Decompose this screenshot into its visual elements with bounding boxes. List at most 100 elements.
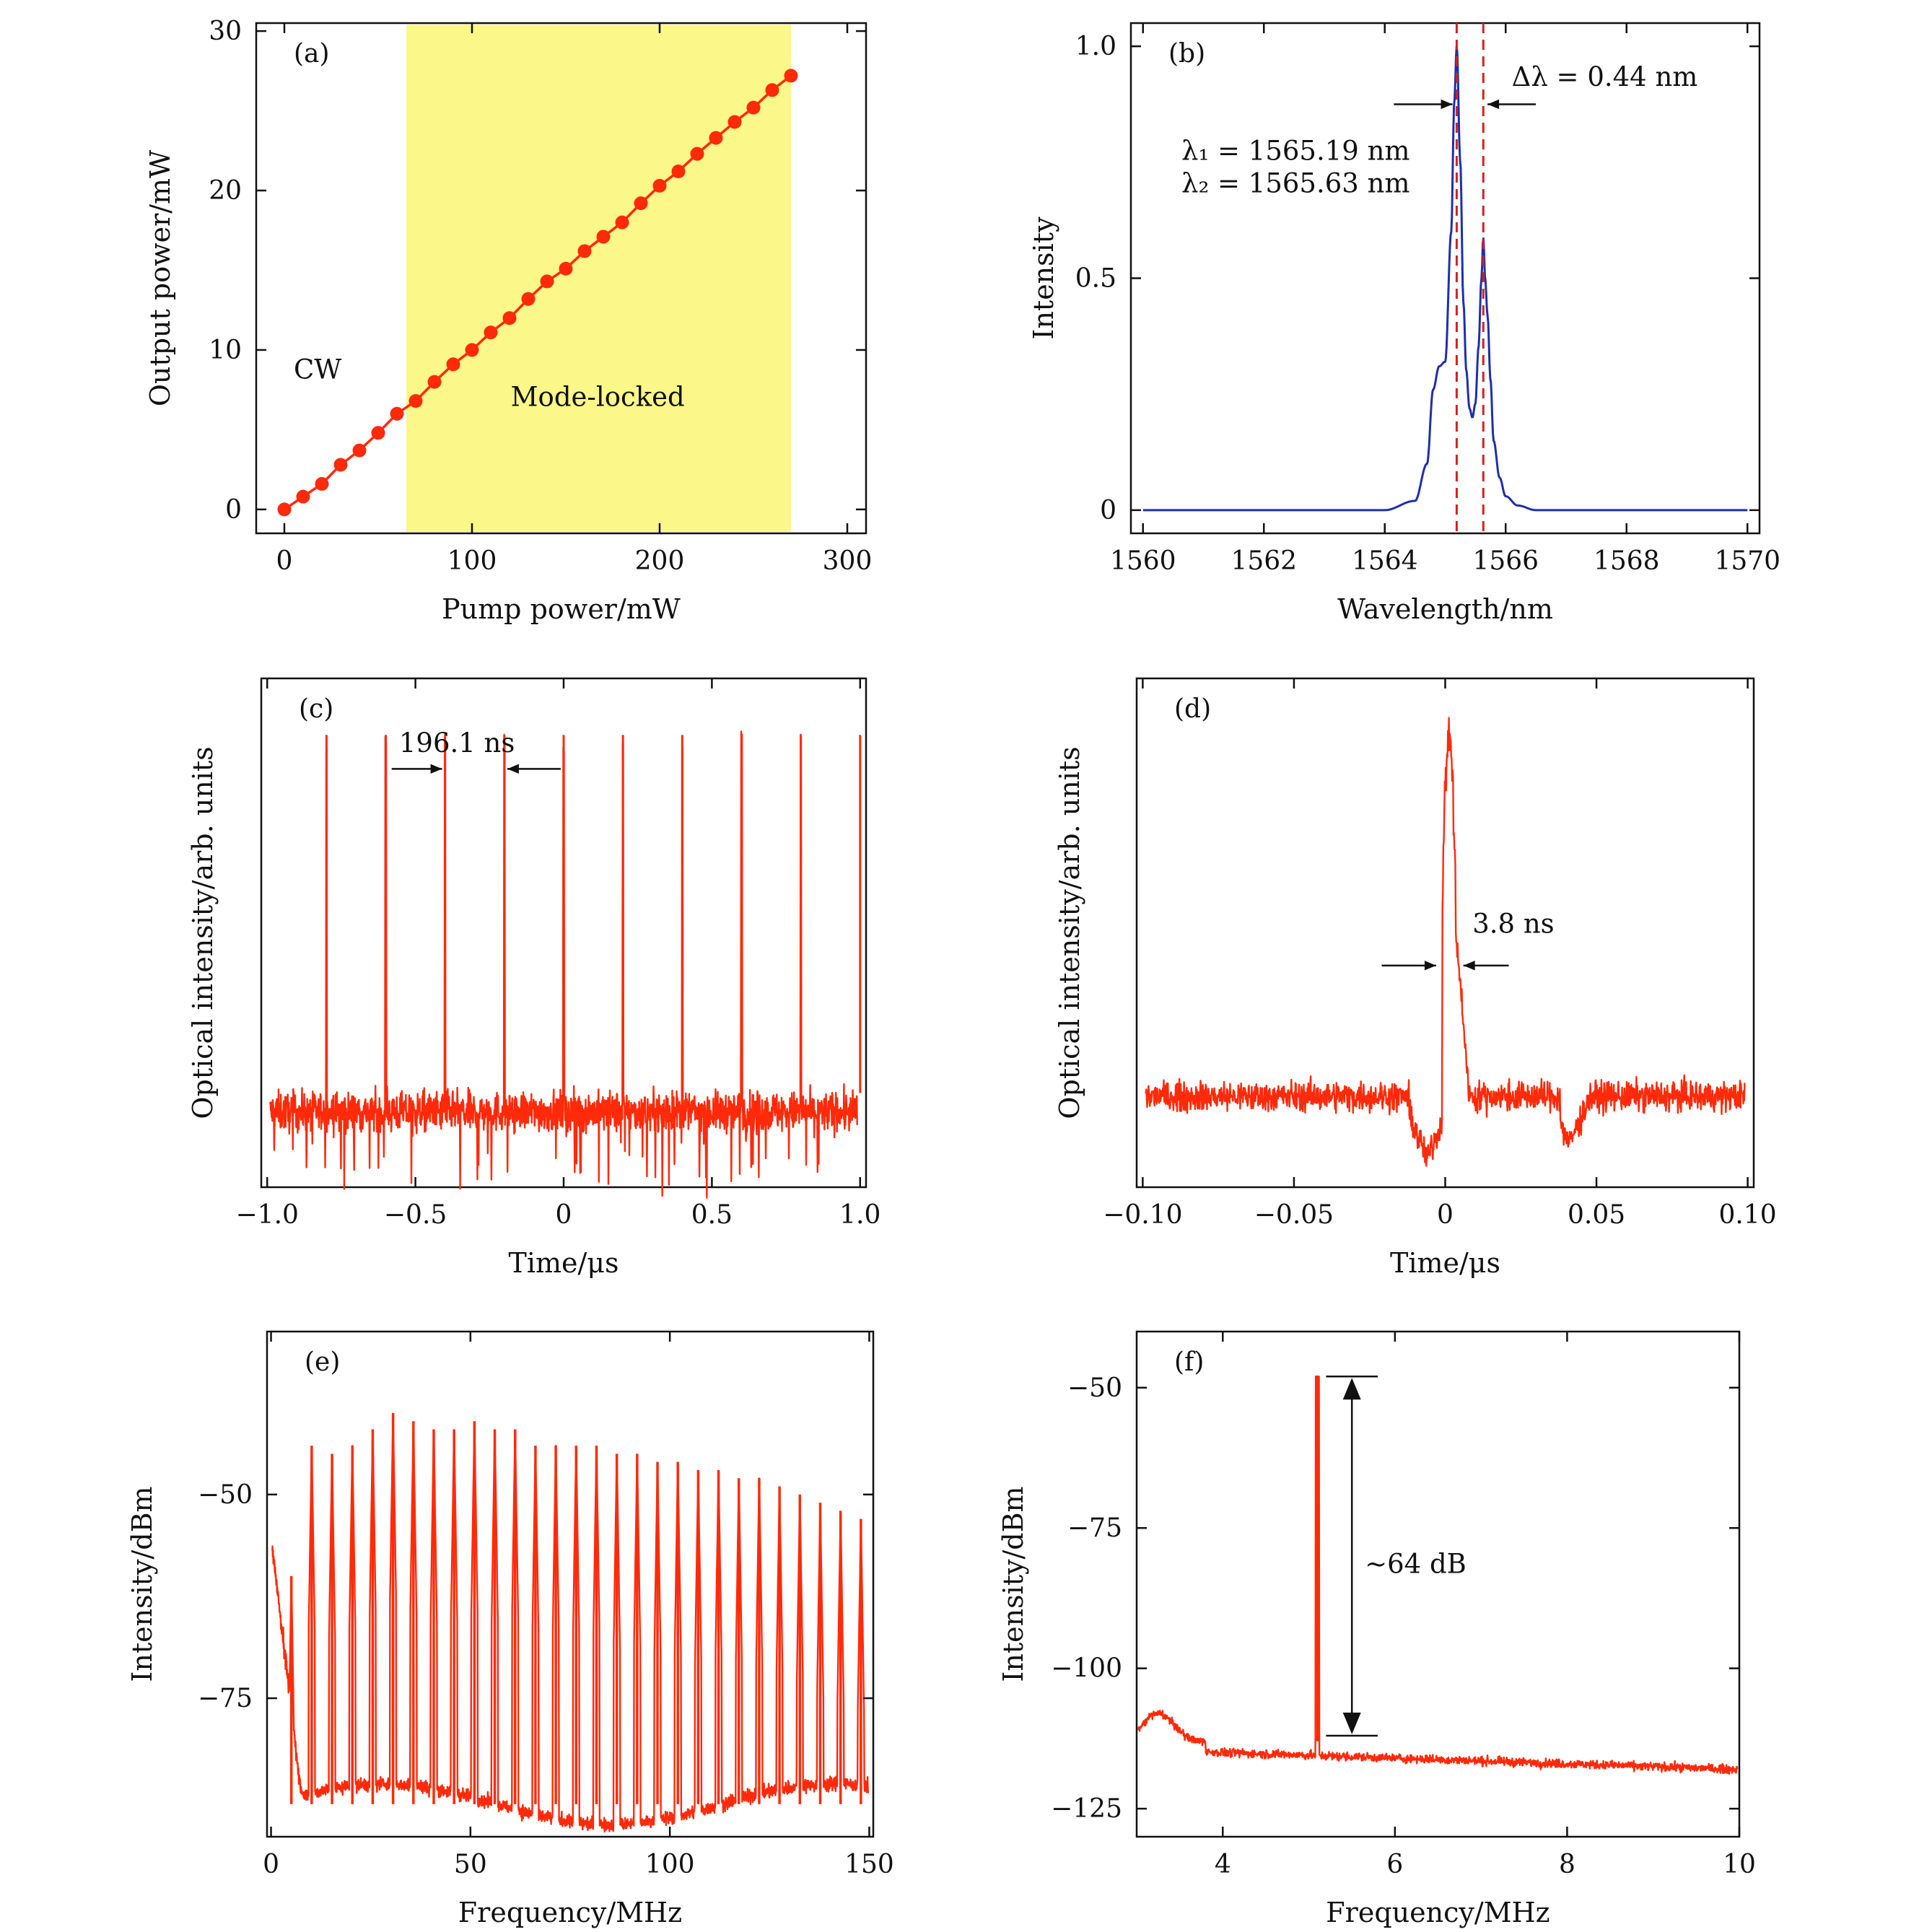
x-tick-label: 0.5 [691, 1200, 733, 1230]
x-axis-label: Wavelength/nm [1337, 593, 1553, 625]
data-point [615, 215, 629, 230]
x-tick-label: −0.05 [1254, 1200, 1334, 1230]
data-point [465, 343, 479, 357]
rf-fundamental-line [1137, 1375, 1739, 1775]
data-point [408, 394, 423, 408]
data-point [333, 458, 348, 472]
plot-frame [1135, 1330, 1741, 1838]
panel-d: −0.10 −0.05 0 0.05 0.10 Time/μs Optical intens… [1054, 677, 1777, 1279]
delta-lambda-label: Δλ = 0.44 nm [1512, 61, 1698, 92]
data-point [352, 443, 367, 458]
lambda2-label: λ₂ = 1565.63 nm [1181, 168, 1410, 199]
data-point [521, 292, 536, 306]
y-tick-label: −50 [198, 1480, 253, 1510]
x-axis-label: Frequency/MHz [1326, 1897, 1549, 1928]
output-power-line [284, 74, 792, 511]
x-tick-label: −0.5 [384, 1200, 447, 1230]
x-tick-label: 1566 [1472, 546, 1539, 576]
arrow-head [1424, 961, 1436, 971]
width-label: 3.8 ns [1472, 909, 1554, 940]
y-tick-label: −100 [1051, 1654, 1122, 1684]
x-tick-label: 0 [276, 546, 293, 576]
panel-label: (e) [305, 1347, 340, 1377]
panel-f: 4 6 8 10 −50 −75 −100 −125 Frequency/MHz Intensit… [997, 1330, 1756, 1928]
x-tick-label: 10 [1723, 1850, 1756, 1879]
panel-label: (d) [1174, 694, 1211, 724]
y-tick-label: 10 [209, 336, 242, 365]
data-point [502, 311, 517, 325]
data-point [727, 115, 742, 129]
x-tick-label: 1560 [1110, 546, 1176, 576]
data-point [596, 230, 611, 244]
y-tick-label: 0 [225, 495, 242, 525]
data-point [577, 244, 592, 258]
x-axis-label: Pump power/mW [442, 593, 681, 625]
x-tick-label: 6 [1386, 1850, 1403, 1879]
data-point [690, 147, 704, 161]
x-tick-label: 0 [263, 1850, 279, 1879]
x-tick-label: 0.10 [1719, 1200, 1777, 1230]
arrow-head [1342, 1378, 1361, 1400]
x-tick-label: 0.05 [1568, 1200, 1625, 1230]
panel-a: 0 100 200 300 0 10 20 30 Pump power/mW Output pow… [144, 17, 872, 625]
x-tick-label: 300 [823, 546, 873, 576]
x-tick-label: 150 [844, 1850, 894, 1879]
panel-e: 0 50 100 150 −50 −75 Frequency/MHz Intensity/dB… [126, 1330, 894, 1928]
mode-locked-label: Mode-locked [511, 381, 685, 412]
y-tick-label: 1.0 [1075, 32, 1116, 61]
x-tick-label: −1.0 [236, 1200, 299, 1230]
x-tick-label: 0 [1437, 1200, 1454, 1230]
x-axis-label: Frequency/MHz [458, 1897, 682, 1928]
panel-label: (b) [1168, 39, 1205, 69]
panel-label: (c) [299, 694, 333, 724]
snr-label: ∼64 dB [1365, 1548, 1467, 1579]
data-point [559, 261, 573, 276]
y-axis-label: Output power/mW [144, 150, 176, 406]
y-tick-label: −75 [198, 1684, 253, 1713]
y-axis-label: Intensity/dBm [126, 1486, 158, 1682]
panel-label: (a) [294, 39, 330, 69]
data-point [446, 357, 460, 372]
data-point [296, 489, 310, 504]
data-point [746, 100, 761, 115]
arrow-head [1487, 99, 1500, 110]
data-point [765, 83, 779, 97]
mode-locked-region [406, 25, 791, 532]
data-point [709, 131, 723, 145]
x-tick-label: −0.10 [1103, 1200, 1182, 1230]
plot-frame [1135, 677, 1755, 1189]
panel-c: −1.0 −0.5 0 0.5 1.0 Time/μs Optical intensity/… [187, 677, 880, 1279]
y-axis-label: Intensity/dBm [997, 1486, 1029, 1682]
data-point [634, 196, 648, 211]
arrow-head [1463, 961, 1475, 971]
single-pulse-line [1145, 717, 1746, 1167]
lambda1-label: λ₁ = 1565.19 nm [1181, 136, 1410, 167]
arrow-head [430, 764, 442, 774]
x-tick-label: 1562 [1231, 546, 1297, 576]
y-tick-label: 0.5 [1075, 264, 1116, 294]
y-tick-label: 20 [209, 176, 242, 206]
period-label: 196.1 ns [399, 727, 515, 759]
arrow-head [1441, 99, 1453, 110]
data-point [427, 375, 442, 389]
plot-frame [1129, 22, 1761, 535]
x-tick-label: 100 [645, 1850, 695, 1879]
x-tick-label: 1568 [1594, 546, 1660, 576]
x-axis-label: Time/μs [508, 1247, 618, 1279]
data-point [671, 164, 686, 178]
y-axis-label: Optical intensity/arb. units [1054, 746, 1085, 1119]
data-point [390, 406, 404, 421]
panel-b: 1560 1562 1564 1566 1568 1570 0 0.5 1.0 Wavelengt… [1028, 22, 1780, 625]
data-point [315, 477, 329, 491]
arrow-head [1342, 1713, 1361, 1734]
data-point [784, 69, 798, 83]
x-tick-label: 1570 [1714, 546, 1780, 576]
x-tick-label: 8 [1559, 1850, 1575, 1879]
x-tick-label: 100 [447, 546, 497, 576]
y-tick-label: 30 [209, 17, 242, 46]
y-axis-label: Intensity [1028, 217, 1059, 340]
data-point [484, 325, 498, 340]
y-axis-label: Optical intensity/arb. units [187, 746, 219, 1119]
data-point [371, 426, 385, 440]
